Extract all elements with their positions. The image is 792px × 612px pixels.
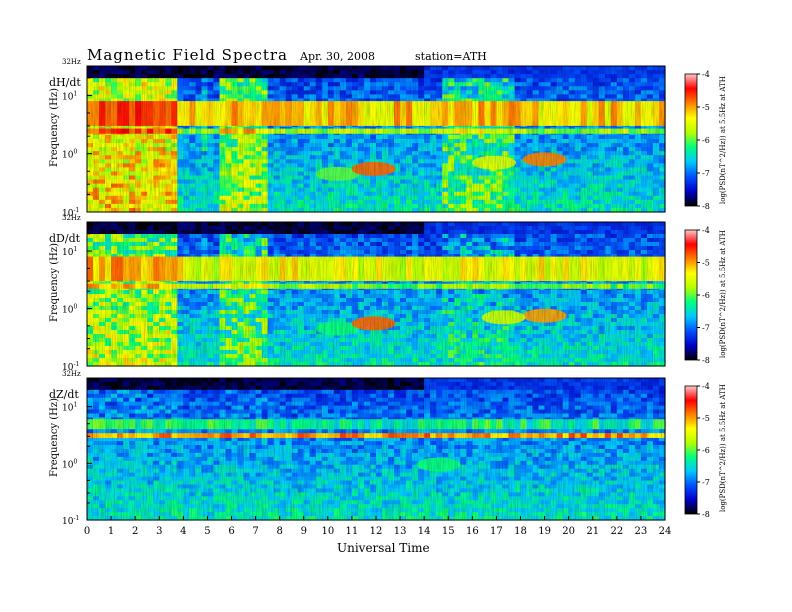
y-axis-label: Frequency (Hz) [49,243,60,322]
y-tick-label: 101 [62,246,77,258]
x-tick-label: 1 [108,526,114,537]
panel-frame [86,221,666,367]
x-tick-label: 17 [490,526,503,537]
colorbar-tick-label: -4 [702,70,710,79]
colorbar-label: log(PSD(nT^2/Hz)) at 5.5Hz at ATH [719,384,727,512]
x-tick-label: 10 [321,526,334,537]
x-tick-label: 7 [252,526,258,537]
colorbar-tick-label: -4 [702,226,710,235]
colorbar-tick-label: -5 [702,259,710,268]
y-tick-label: 100 [62,304,77,316]
colorbar-tick-label: -5 [702,414,710,423]
x-tick-label: 0 [84,526,90,537]
y-tick-label: 101 [62,402,77,414]
colorbar-tick-label: -8 [702,202,710,211]
x-tick-label: 20 [562,526,575,537]
colorbar-tick-label: -6 [702,446,710,455]
x-tick-label: 23 [635,526,648,537]
y-axis-label: Frequency (Hz) [49,88,60,167]
colorbar-label: log(PSD(nT^2/Hz)) at 5.5Hz at ATH [719,230,727,358]
x-tick-label: 4 [180,526,186,537]
colorbar-tick-label: -4 [702,382,710,391]
x-tick-label: 11 [346,526,359,537]
y-top-label: 32Hz [62,58,81,66]
x-tick-label: 5 [204,526,210,537]
colorbar-tick-label: -8 [702,510,710,519]
colorbar-tick-label: -6 [702,291,710,300]
station-label: station=ATH [415,50,487,63]
x-tick-label: 24 [659,526,672,537]
colorbar-tick-label: -7 [702,169,710,178]
colorbar-tick-label: -5 [702,103,710,112]
colorbar-tick-label: -7 [702,324,710,333]
colorbar-tick-label: -6 [702,136,710,145]
y-top-label: 32Hz [62,214,81,222]
colorbar-tick-label: -7 [702,478,710,487]
colorbar [684,229,698,361]
chart-title: Magnetic Field Spectra [87,46,288,64]
x-tick-label: 21 [586,526,599,537]
x-tick-label: 15 [442,526,455,537]
chart-date: Apr. 30, 2008 [300,50,376,63]
y-top-label: 32Hz [62,370,81,378]
y-tick-label: 10-1 [62,207,79,219]
y-tick-label: 100 [62,458,77,470]
x-tick-label: 2 [132,526,138,537]
x-tick-label: 6 [228,526,234,537]
y-tick-label: 10-1 [62,361,79,373]
colorbar-label: log(PSD(nT^2/Hz)) at 5.5Hz at ATH [719,76,727,204]
x-tick-label: 12 [370,526,383,537]
x-axis-label: Universal Time [337,541,430,555]
x-tick-label: 8 [276,526,282,537]
panel-frame [86,65,666,213]
y-axis-label: Frequency (Hz) [49,398,60,477]
x-tick-label: 16 [466,526,479,537]
panel-label: dD/dt [49,232,81,245]
y-tick-label: 10-1 [62,515,79,527]
x-tick-label: 19 [538,526,551,537]
panel-label: dH/dt [49,76,81,89]
x-tick-label: 3 [156,526,162,537]
y-tick-label: 100 [62,149,77,161]
panel-label: dZ/dt [49,388,79,401]
colorbar-tick-label: -8 [702,356,710,365]
colorbar [684,385,698,515]
x-tick-label: 9 [301,526,307,537]
x-tick-label: 22 [610,526,623,537]
y-tick-label: 101 [62,90,77,102]
x-tick-label: 14 [418,526,431,537]
x-tick-label: 18 [514,526,527,537]
x-tick-label: 13 [394,526,407,537]
colorbar [684,73,698,207]
